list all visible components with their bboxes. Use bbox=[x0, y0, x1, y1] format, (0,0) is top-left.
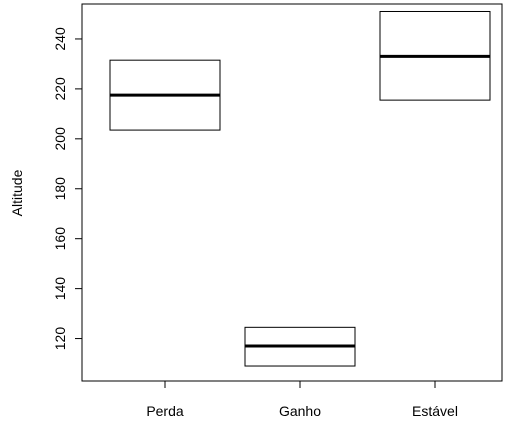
x-category-label: Ganho bbox=[279, 403, 321, 419]
y-tick-label: 180 bbox=[52, 177, 68, 201]
y-tick-label: 240 bbox=[52, 27, 68, 51]
y-tick-label: 140 bbox=[52, 277, 68, 301]
y-tick-label: 220 bbox=[52, 77, 68, 101]
y-axis: 120 140 160 180 200 220 240 bbox=[52, 27, 82, 350]
boxes bbox=[109, 10, 491, 367]
y-axis-title: Altitude bbox=[9, 169, 25, 216]
y-tick-label: 200 bbox=[52, 127, 68, 151]
y-tick-label: 160 bbox=[52, 227, 68, 251]
plot-frame bbox=[81, 3, 503, 382]
y-tick-label: 120 bbox=[52, 327, 68, 351]
x-category-label: Perda bbox=[146, 403, 184, 419]
x-axis: Perda Ganho Estável bbox=[146, 381, 458, 419]
x-category-label: Estável bbox=[412, 403, 458, 419]
